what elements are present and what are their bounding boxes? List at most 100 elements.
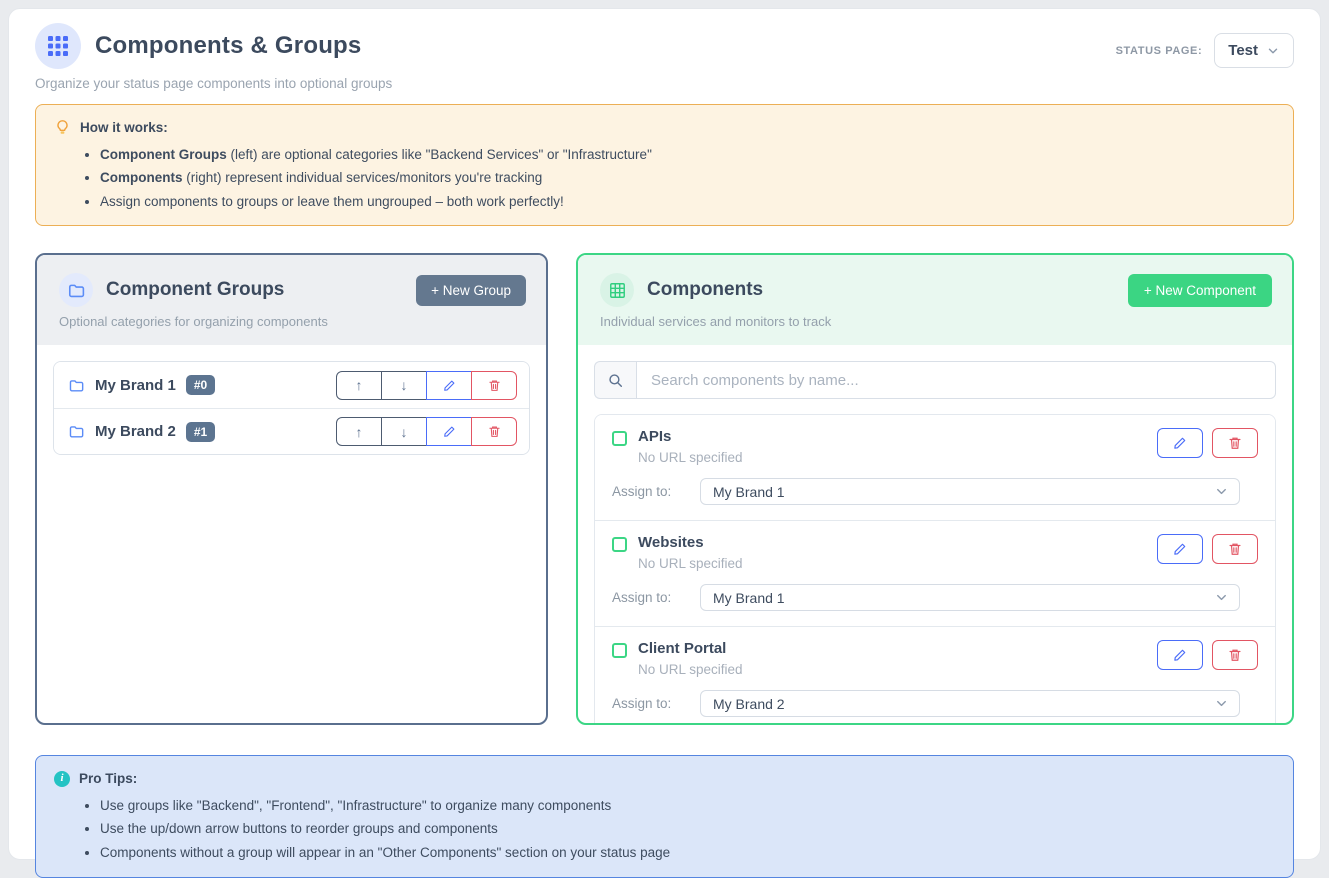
trash-icon [1229, 543, 1241, 556]
trash-icon [488, 426, 500, 438]
assign-group-select[interactable]: My Brand 1 [700, 478, 1240, 506]
pro-tips-title: Pro Tips: [79, 771, 138, 787]
arrow-up-icon: ↑ [355, 423, 363, 440]
move-up-button[interactable]: ↑ [336, 417, 382, 447]
component-square-icon [612, 431, 627, 447]
assigned-group-value: My Brand 2 [713, 695, 785, 712]
edit-component-button[interactable] [1157, 640, 1203, 671]
chevron-down-icon [1217, 595, 1226, 601]
folder-icon [69, 426, 84, 438]
page-header: Components & Groups Organize your status… [35, 23, 1294, 91]
components-panel-header: Components + New Component Individual se… [578, 255, 1292, 346]
how-it-works-box: How it works: Component Groups (left) ar… [35, 104, 1294, 227]
components-panel: Components + New Component Individual se… [576, 253, 1294, 726]
pro-tips-list: Use groups like "Backend", "Frontend", "… [100, 796, 1275, 863]
group-order-badge: #0 [185, 375, 216, 396]
group-row: My Brand 1 #0 ↑ ↓ [54, 362, 529, 409]
info-icon: i [54, 771, 70, 788]
delete-component-button[interactable] [1212, 428, 1258, 459]
edit-component-button[interactable] [1157, 534, 1203, 565]
move-up-button[interactable]: ↑ [336, 370, 382, 400]
list-item: Components (right) represent individual … [100, 168, 1275, 188]
list-item: Assign components to groups or leave the… [100, 192, 1275, 212]
folder-icon [69, 379, 84, 392]
delete-group-button[interactable] [471, 370, 517, 400]
groups-panel-header: Component Groups + New Group Optional ca… [37, 255, 546, 346]
chevron-down-icon [1268, 48, 1278, 53]
components-panel-title: Components [647, 279, 764, 301]
trash-icon [488, 380, 500, 391]
lightbulb-icon [57, 120, 68, 135]
status-page-label: STATUS PAGE: [1115, 44, 1203, 57]
move-down-button[interactable]: ↓ [381, 370, 427, 400]
pencil-icon [1174, 649, 1186, 661]
component-url: No URL specified [638, 450, 743, 466]
move-down-button[interactable]: ↓ [381, 417, 427, 447]
assign-group-select[interactable]: My Brand 1 [700, 584, 1240, 612]
search-input[interactable] [636, 361, 1276, 400]
delete-component-button[interactable] [1212, 534, 1258, 565]
delete-component-button[interactable] [1212, 640, 1258, 671]
component-list: APIs No URL specified [594, 414, 1276, 724]
pro-tips-box: i Pro Tips: Use groups like "Backend", "… [35, 755, 1294, 878]
group-row: My Brand 2 #1 ↑ ↓ [54, 408, 529, 455]
search-icon [594, 361, 636, 400]
page-subtitle: Organize your status page components int… [35, 76, 393, 91]
group-list: My Brand 1 #0 ↑ ↓ [53, 361, 530, 456]
arrow-up-icon: ↑ [355, 377, 363, 394]
component-square-icon [612, 643, 627, 659]
arrow-down-icon: ↓ [400, 377, 408, 394]
assign-to-label: Assign to: [612, 696, 672, 712]
components-grid-icon [35, 23, 81, 69]
new-group-button[interactable]: + New Group [416, 274, 526, 306]
pencil-icon [1174, 543, 1186, 555]
component-row: Websites No URL specified [595, 520, 1275, 627]
pencil-icon [1174, 437, 1186, 449]
component-groups-panel: Component Groups + New Group Optional ca… [35, 253, 548, 726]
edit-group-button[interactable] [426, 417, 472, 447]
assigned-group-value: My Brand 1 [713, 483, 785, 500]
group-name: My Brand 1 [95, 376, 176, 394]
group-name: My Brand 2 [95, 423, 176, 441]
component-square-icon [612, 537, 627, 553]
groups-panel-subtitle: Optional categories for organizing compo… [59, 314, 328, 330]
folder-icon [59, 273, 93, 308]
groups-panel-title: Component Groups [106, 279, 285, 301]
new-component-button[interactable]: + New Component [1127, 273, 1272, 307]
pencil-icon [443, 426, 454, 438]
assign-group-select[interactable]: My Brand 2 [700, 690, 1240, 718]
components-panel-subtitle: Individual services and monitors to trac… [600, 314, 832, 330]
status-page-select[interactable]: Test [1214, 33, 1294, 68]
edit-group-button[interactable] [426, 370, 472, 400]
main-card: Components & Groups Organize your status… [8, 8, 1321, 878]
component-search [594, 361, 1276, 400]
component-name: APIs [638, 428, 672, 446]
pencil-icon [443, 380, 454, 391]
how-it-works-title: How it works: [80, 120, 168, 135]
chevron-down-icon [1217, 701, 1226, 707]
component-name: Client Portal [638, 640, 727, 658]
arrow-down-icon: ↓ [400, 423, 408, 440]
assign-to-label: Assign to: [612, 484, 672, 500]
assigned-group-value: My Brand 1 [713, 589, 785, 606]
component-name: Websites [638, 534, 704, 552]
list-item: Component Groups (left) are optional cat… [100, 145, 1275, 165]
trash-icon [1229, 437, 1241, 450]
list-item: Use groups like "Backend", "Frontend", "… [100, 796, 1275, 816]
delete-group-button[interactable] [471, 417, 517, 447]
status-page-value: Test [1228, 42, 1258, 59]
table-grid-icon [600, 273, 634, 308]
edit-component-button[interactable] [1157, 428, 1203, 459]
component-row: APIs No URL specified [595, 415, 1275, 521]
trash-icon [1229, 649, 1241, 662]
list-item: Use the up/down arrow buttons to reorder… [100, 819, 1275, 839]
how-it-works-list: Component Groups (left) are optional cat… [100, 145, 1275, 212]
assign-to-label: Assign to: [612, 590, 672, 606]
list-item: Components without a group will appear i… [100, 843, 1275, 863]
component-row: Client Portal No URL specified [595, 626, 1275, 724]
chevron-down-icon [1217, 489, 1226, 495]
component-url: No URL specified [638, 662, 743, 678]
group-order-badge: #1 [185, 421, 216, 442]
component-url: No URL specified [638, 556, 743, 572]
page-title: Components & Groups [95, 32, 362, 59]
